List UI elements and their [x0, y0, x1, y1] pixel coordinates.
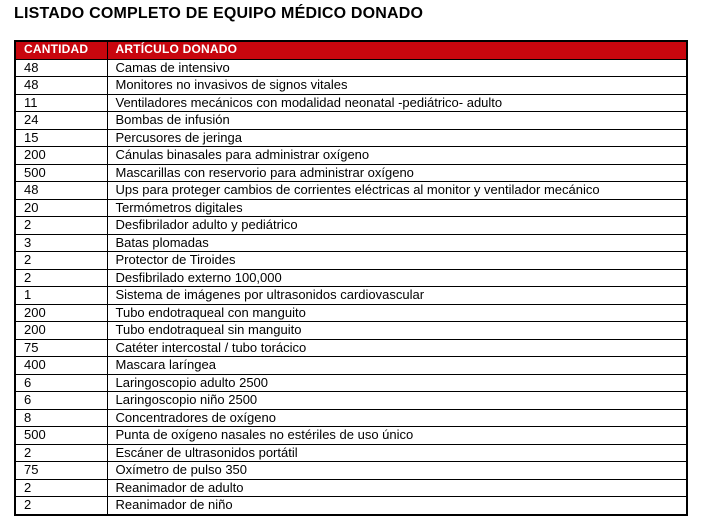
table-row: 3 Batas plomadas: [14, 233, 688, 252]
cantidad-cell: 2: [14, 478, 108, 497]
articulo-cell: Punta de oxígeno nasales no estériles de…: [106, 426, 688, 445]
table-row: 2 Desfibrilador adulto y pediátrico: [14, 216, 688, 235]
table-row: 200 Tubo endotraqueal sin manguito: [14, 321, 688, 340]
articulo-cell: Laringoscopio adulto 2500: [106, 373, 688, 392]
cantidad-cell: 200: [14, 303, 108, 322]
cantidad-cell: 3: [14, 233, 108, 252]
articulo-cell: Ups para proteger cambios de corrientes …: [106, 181, 688, 200]
cantidad-cell: 15: [14, 128, 108, 147]
table-row: 500 Punta de oxígeno nasales no estériles…: [14, 426, 688, 445]
table-body: 48 Camas de intensivo 48 Monitores no invas…: [14, 58, 688, 515]
cantidad-cell: 11: [14, 93, 108, 112]
column-header-cantidad: CANTIDAD: [14, 40, 108, 60]
articulo-cell: Oxímetro de pulso 350: [106, 461, 688, 480]
table-row: 1 Sistema de imágenes por ultrasonidos ca…: [14, 286, 688, 305]
articulo-cell: Reanimador de adulto: [106, 478, 688, 497]
cantidad-cell: 2: [14, 268, 108, 287]
table-row: 15 Percusores de jeringa: [14, 128, 688, 147]
table-row: 2 Escáner de ultrasonidos portátil: [14, 443, 688, 462]
cantidad-cell: 2: [14, 216, 108, 235]
cantidad-cell: 75: [14, 338, 108, 357]
table-row: 24 Bombas de infusión: [14, 111, 688, 130]
cantidad-cell: 20: [14, 198, 108, 217]
table-row: 48 Monitores no invasivos de signos vital…: [14, 76, 688, 95]
articulo-cell: Catéter intercostal / tubo torácico: [106, 338, 688, 357]
articulo-cell: Tubo endotraqueal sin manguito: [106, 321, 688, 340]
articulo-cell: Termómetros digitales: [106, 198, 688, 217]
table-row: 2 Protector de Tiroides: [14, 251, 688, 270]
donated-equipment-table: CANTIDAD ARTÍCULO DONADO 48 Camas de inte…: [14, 40, 688, 516]
table-row: 48 Camas de intensivo: [14, 58, 688, 77]
articulo-cell: Bombas de infusión: [106, 111, 688, 130]
articulo-cell: Escáner de ultrasonidos portátil: [106, 443, 688, 462]
articulo-cell: Camas de intensivo: [106, 58, 688, 77]
table-row: 200 Tubo endotraqueal con manguito: [14, 303, 688, 322]
articulo-cell: Reanimador de niño: [106, 496, 688, 515]
articulo-cell: Desfibrilado externo 100,000: [106, 268, 688, 287]
articulo-cell: Ventiladores mecánicos con modalidad neo…: [106, 93, 688, 112]
page-title: LISTADO COMPLETO DE EQUIPO MÉDICO DONADO: [14, 5, 424, 22]
articulo-cell: Laringoscopio niño 2500: [106, 391, 688, 410]
table-row: 48 Ups para proteger cambios de corriente…: [14, 181, 688, 200]
cantidad-cell: 200: [14, 146, 108, 165]
table-row: 400 Mascara laríngea: [14, 356, 688, 375]
articulo-cell: Sistema de imágenes por ultrasonidos car…: [106, 286, 688, 305]
cantidad-cell: 500: [14, 163, 108, 182]
articulo-cell: Percusores de jeringa: [106, 128, 688, 147]
table-row: 75 Catéter intercostal / tubo torácico: [14, 338, 688, 357]
table-row: 20 Termómetros digitales: [14, 198, 688, 217]
cantidad-cell: 500: [14, 426, 108, 445]
table-row: 200 Cánulas binasales para administrar ox…: [14, 146, 688, 165]
cantidad-cell: 1: [14, 286, 108, 305]
cantidad-cell: 48: [14, 58, 108, 77]
articulo-cell: Cánulas binasales para administrar oxíge…: [106, 146, 688, 165]
articulo-cell: Mascarillas con reservorio para administ…: [106, 163, 688, 182]
cantidad-cell: 48: [14, 76, 108, 95]
table-header-row: CANTIDAD ARTÍCULO DONADO: [14, 40, 688, 60]
cantidad-cell: 6: [14, 373, 108, 392]
cantidad-cell: 2: [14, 496, 108, 515]
table-row: 11 Ventiladores mecánicos con modalidad n…: [14, 93, 688, 112]
table-row: 2 Desfibrilado externo 100,000: [14, 268, 688, 287]
cantidad-cell: 24: [14, 111, 108, 130]
table-row: 2 Reanimador de adulto: [14, 478, 688, 497]
table-row: 6 Laringoscopio niño 2500: [14, 391, 688, 410]
cantidad-cell: 6: [14, 391, 108, 410]
cantidad-cell: 2: [14, 251, 108, 270]
column-header-articulo-donado: ARTÍCULO DONADO: [106, 40, 688, 60]
table-row: 6 Laringoscopio adulto 2500: [14, 373, 688, 392]
table-row: 75 Oxímetro de pulso 350: [14, 461, 688, 480]
articulo-cell: Tubo endotraqueal con manguito: [106, 303, 688, 322]
articulo-cell: Monitores no invasivos de signos vitales: [106, 76, 688, 95]
articulo-cell: Concentradores de oxígeno: [106, 408, 688, 427]
articulo-cell: Batas plomadas: [106, 233, 688, 252]
cantidad-cell: 200: [14, 321, 108, 340]
cantidad-cell: 8: [14, 408, 108, 427]
table-header: CANTIDAD ARTÍCULO DONADO: [14, 40, 688, 60]
articulo-cell: Desfibrilador adulto y pediátrico: [106, 216, 688, 235]
table-row: 500 Mascarillas con reservorio para admin…: [14, 163, 688, 182]
cantidad-cell: 48: [14, 181, 108, 200]
articulo-cell: Mascara laríngea: [106, 356, 688, 375]
cantidad-cell: 400: [14, 356, 108, 375]
cantidad-cell: 75: [14, 461, 108, 480]
table-row: 2 Reanimador de niño: [14, 496, 688, 515]
table-row: 8 Concentradores de oxígeno: [14, 408, 688, 427]
articulo-cell: Protector de Tiroides: [106, 251, 688, 270]
cantidad-cell: 2: [14, 443, 108, 462]
